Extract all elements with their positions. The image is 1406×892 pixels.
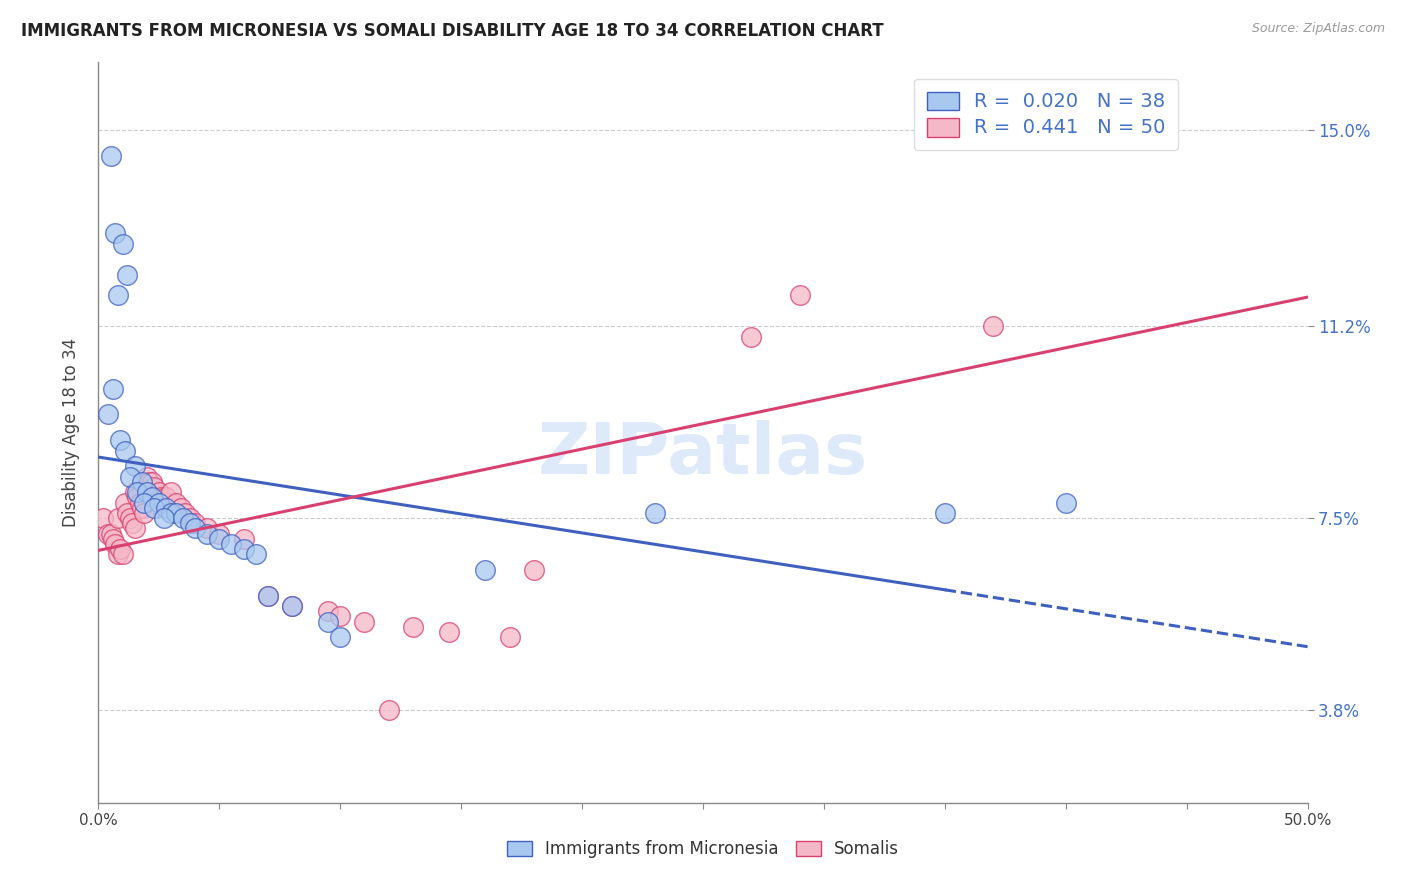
Point: [100, 526, 122, 541]
Point: [108, 542, 131, 557]
Point: [740, 330, 762, 344]
Point: [208, 526, 231, 541]
Point: [232, 542, 254, 557]
Point: [117, 506, 139, 520]
Point: [165, 495, 187, 509]
Point: [155, 491, 177, 505]
Point: [127, 491, 149, 505]
Point: [118, 469, 141, 483]
Point: [131, 500, 153, 515]
Point: [118, 511, 141, 525]
Point: [148, 485, 170, 500]
Point: [124, 485, 146, 500]
Point: [108, 434, 131, 448]
Point: [97, 408, 120, 422]
Point: [141, 475, 163, 489]
Point: [377, 703, 399, 717]
Point: [107, 288, 129, 302]
Point: [232, 532, 254, 546]
Point: [101, 382, 124, 396]
Point: [208, 532, 231, 546]
Point: [114, 443, 136, 458]
Y-axis label: Disability Age 18 to 34: Disability Age 18 to 34: [62, 338, 80, 527]
Point: [934, 506, 956, 520]
Point: [138, 475, 160, 489]
Point: [329, 609, 352, 624]
Point: [135, 469, 157, 483]
Point: [111, 547, 134, 561]
Point: [981, 319, 1004, 334]
Point: [184, 516, 207, 531]
Point: [160, 485, 183, 500]
Point: [143, 500, 166, 515]
Point: [256, 589, 278, 603]
Point: [474, 563, 496, 577]
Point: [256, 589, 278, 603]
Point: [150, 491, 173, 505]
Point: [179, 511, 201, 525]
Point: [128, 495, 150, 509]
Point: [644, 506, 666, 520]
Point: [437, 624, 460, 639]
Point: [174, 506, 197, 520]
Point: [152, 495, 174, 509]
Point: [114, 495, 136, 509]
Point: [124, 459, 146, 474]
Point: [148, 495, 170, 509]
Point: [141, 491, 163, 505]
Point: [124, 521, 146, 535]
Point: [97, 526, 120, 541]
Point: [152, 511, 174, 525]
Point: [104, 227, 127, 241]
Point: [127, 485, 149, 500]
Point: [101, 532, 124, 546]
Point: [107, 547, 129, 561]
Point: [135, 485, 157, 500]
Point: [104, 537, 127, 551]
Point: [107, 511, 129, 525]
Point: [91, 511, 114, 525]
Point: [195, 521, 218, 535]
Point: [1102, 133, 1125, 147]
Text: IMMIGRANTS FROM MICRONESIA VS SOMALI DISABILITY AGE 18 TO 34 CORRELATION CHART: IMMIGRANTS FROM MICRONESIA VS SOMALI DIS…: [21, 22, 884, 40]
Point: [100, 148, 122, 162]
Point: [1054, 495, 1077, 509]
Text: Source: ZipAtlas.com: Source: ZipAtlas.com: [1251, 22, 1385, 36]
Point: [134, 506, 156, 520]
Point: [134, 495, 156, 509]
Point: [111, 236, 134, 251]
Point: [353, 615, 375, 629]
Point: [498, 630, 520, 644]
Point: [221, 537, 243, 551]
Point: [329, 630, 352, 644]
Point: [316, 615, 339, 629]
Point: [165, 506, 187, 520]
Text: ZIPatlas: ZIPatlas: [538, 420, 868, 490]
Point: [169, 500, 191, 515]
Point: [121, 516, 143, 531]
Point: [117, 268, 139, 282]
Point: [523, 563, 546, 577]
Point: [172, 511, 194, 525]
Point: [789, 288, 811, 302]
Point: [281, 599, 304, 613]
Point: [281, 599, 304, 613]
Point: [131, 475, 153, 489]
Legend: Immigrants from Micronesia, Somalis: Immigrants from Micronesia, Somalis: [501, 833, 905, 865]
Point: [402, 620, 425, 634]
Point: [316, 604, 339, 618]
Point: [179, 516, 201, 531]
Point: [195, 526, 218, 541]
Point: [184, 521, 207, 535]
Point: [155, 500, 177, 515]
Point: [160, 506, 183, 520]
Point: [143, 480, 166, 494]
Point: [245, 547, 267, 561]
